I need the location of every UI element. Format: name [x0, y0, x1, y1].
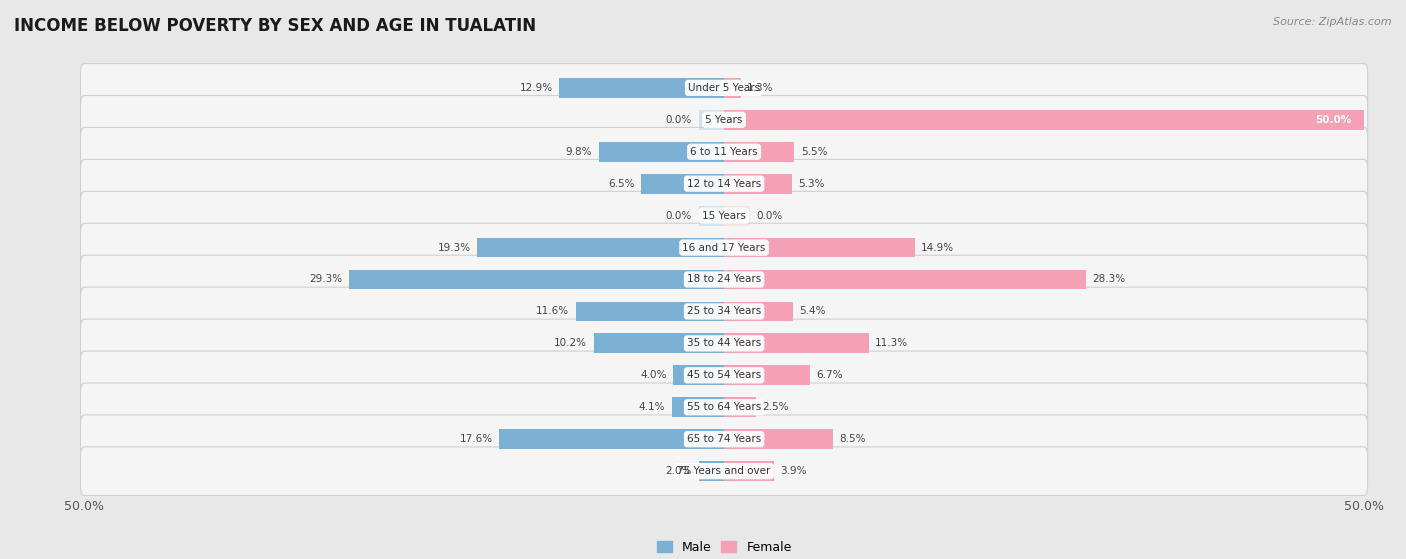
Text: 4.1%: 4.1% [638, 402, 665, 413]
Text: 12 to 14 Years: 12 to 14 Years [688, 179, 761, 189]
Text: 14.9%: 14.9% [921, 243, 955, 253]
Bar [724, 142, 794, 162]
Text: 5.4%: 5.4% [800, 306, 827, 316]
Text: 55 to 64 Years: 55 to 64 Years [688, 402, 761, 413]
Bar [699, 461, 724, 481]
Bar [724, 366, 810, 385]
Bar [593, 334, 724, 353]
Bar [673, 366, 724, 385]
Text: 15 Years: 15 Years [702, 211, 747, 221]
Text: 11.6%: 11.6% [536, 306, 569, 316]
FancyBboxPatch shape [80, 415, 1368, 463]
FancyBboxPatch shape [80, 255, 1368, 304]
Bar [477, 238, 724, 258]
Text: 18 to 24 Years: 18 to 24 Years [688, 274, 761, 285]
Text: 4.0%: 4.0% [640, 370, 666, 380]
Legend: Male, Female: Male, Female [657, 541, 792, 553]
Text: 5.3%: 5.3% [799, 179, 825, 189]
Text: 2.5%: 2.5% [762, 402, 789, 413]
Bar [724, 206, 749, 225]
Bar [599, 142, 724, 162]
FancyBboxPatch shape [80, 447, 1368, 495]
FancyBboxPatch shape [80, 383, 1368, 432]
Text: 75 Years and over: 75 Years and over [678, 466, 770, 476]
FancyBboxPatch shape [80, 319, 1368, 368]
Text: 25 to 34 Years: 25 to 34 Years [688, 306, 761, 316]
Text: Under 5 Years: Under 5 Years [688, 83, 761, 93]
FancyBboxPatch shape [80, 159, 1368, 208]
Bar [724, 301, 793, 321]
Text: 28.3%: 28.3% [1092, 274, 1126, 285]
Bar [724, 334, 869, 353]
Text: 3.9%: 3.9% [780, 466, 807, 476]
FancyBboxPatch shape [80, 191, 1368, 240]
Text: 50.0%: 50.0% [1315, 115, 1351, 125]
Text: Source: ZipAtlas.com: Source: ZipAtlas.com [1274, 17, 1392, 27]
Bar [724, 269, 1087, 290]
Bar [349, 269, 724, 290]
Text: 45 to 54 Years: 45 to 54 Years [688, 370, 761, 380]
Text: INCOME BELOW POVERTY BY SEX AND AGE IN TUALATIN: INCOME BELOW POVERTY BY SEX AND AGE IN T… [14, 17, 536, 35]
Text: 0.0%: 0.0% [666, 115, 692, 125]
Text: 65 to 74 Years: 65 to 74 Years [688, 434, 761, 444]
Bar [724, 461, 773, 481]
Bar [560, 78, 724, 98]
Bar [699, 206, 724, 225]
Text: 35 to 44 Years: 35 to 44 Years [688, 338, 761, 348]
Text: 5 Years: 5 Years [706, 115, 742, 125]
Text: 5.5%: 5.5% [801, 146, 827, 157]
Bar [724, 397, 756, 417]
Text: 8.5%: 8.5% [839, 434, 866, 444]
Text: 9.8%: 9.8% [565, 146, 592, 157]
Text: 6.5%: 6.5% [607, 179, 634, 189]
Text: 10.2%: 10.2% [554, 338, 588, 348]
FancyBboxPatch shape [80, 287, 1368, 336]
FancyBboxPatch shape [80, 127, 1368, 176]
FancyBboxPatch shape [80, 64, 1368, 112]
Text: 12.9%: 12.9% [520, 83, 553, 93]
FancyBboxPatch shape [80, 223, 1368, 272]
Bar [641, 174, 724, 193]
Bar [724, 110, 1364, 130]
Bar [672, 397, 724, 417]
FancyBboxPatch shape [80, 351, 1368, 400]
Bar [724, 238, 915, 258]
Bar [499, 429, 724, 449]
Text: 0.0%: 0.0% [666, 211, 692, 221]
Text: 1.3%: 1.3% [747, 83, 773, 93]
Text: 29.3%: 29.3% [309, 274, 343, 285]
Bar [575, 301, 724, 321]
Text: 0.0%: 0.0% [756, 211, 782, 221]
Text: 11.3%: 11.3% [875, 338, 908, 348]
Bar [699, 110, 724, 130]
Text: 16 and 17 Years: 16 and 17 Years [682, 243, 766, 253]
Text: 2.0%: 2.0% [665, 466, 692, 476]
Bar [724, 429, 832, 449]
Text: 17.6%: 17.6% [460, 434, 492, 444]
FancyBboxPatch shape [80, 96, 1368, 144]
Text: 6.7%: 6.7% [817, 370, 842, 380]
Text: 6 to 11 Years: 6 to 11 Years [690, 146, 758, 157]
Text: 19.3%: 19.3% [437, 243, 471, 253]
Bar [724, 78, 741, 98]
Bar [724, 174, 792, 193]
